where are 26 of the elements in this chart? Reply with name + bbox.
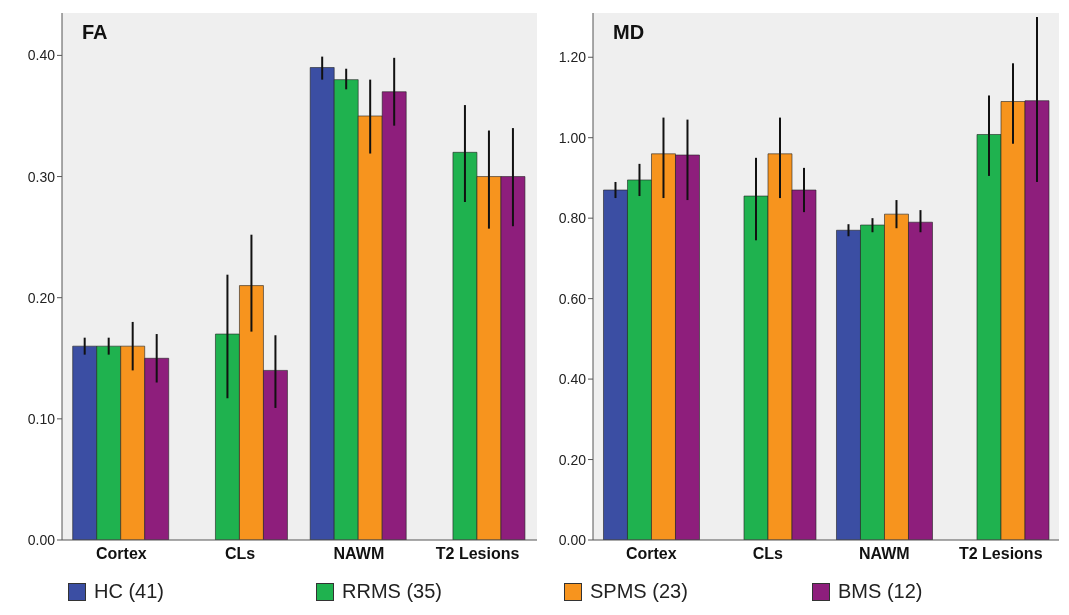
y-tick-label: 0.20 bbox=[27, 289, 56, 306]
y-tick-label: 0.10 bbox=[27, 410, 56, 427]
x-tick-label: CLs bbox=[752, 545, 783, 563]
x-tick-label: T2 Lesions bbox=[958, 545, 1043, 563]
x-tick-label: Cortex bbox=[625, 545, 677, 563]
legend-label: RRMS (35) bbox=[342, 580, 443, 603]
chart-title: MD bbox=[613, 21, 645, 43]
y-tick-label: 0.60 bbox=[558, 290, 587, 307]
x-tick-label: CLs bbox=[225, 545, 256, 563]
x-tick-label: Cortex bbox=[96, 545, 147, 563]
x-tick-label: NAWM bbox=[333, 545, 385, 563]
y-tick-label: 1.20 bbox=[558, 49, 587, 66]
y-tick-label: 1.00 bbox=[558, 129, 587, 146]
legend-label: HC (41) bbox=[94, 580, 165, 603]
y-tick-label: 0.40 bbox=[27, 47, 56, 64]
y-tick-label: 0.30 bbox=[27, 168, 56, 185]
y-tick-label: 0.80 bbox=[558, 210, 587, 227]
y-tick-label: 0.40 bbox=[558, 371, 587, 388]
y-tick-label: 0.00 bbox=[27, 531, 56, 548]
y-tick-label: 0.20 bbox=[558, 451, 587, 468]
x-tick-label: NAWM bbox=[858, 545, 910, 563]
y-tick-label: 0.00 bbox=[558, 531, 587, 548]
x-tick-label: T2 Lesions bbox=[435, 545, 520, 563]
legend-label: BMS (12) bbox=[838, 580, 923, 603]
legend-label: SPMS (23) bbox=[590, 580, 688, 603]
chart-title: FA bbox=[82, 21, 108, 43]
